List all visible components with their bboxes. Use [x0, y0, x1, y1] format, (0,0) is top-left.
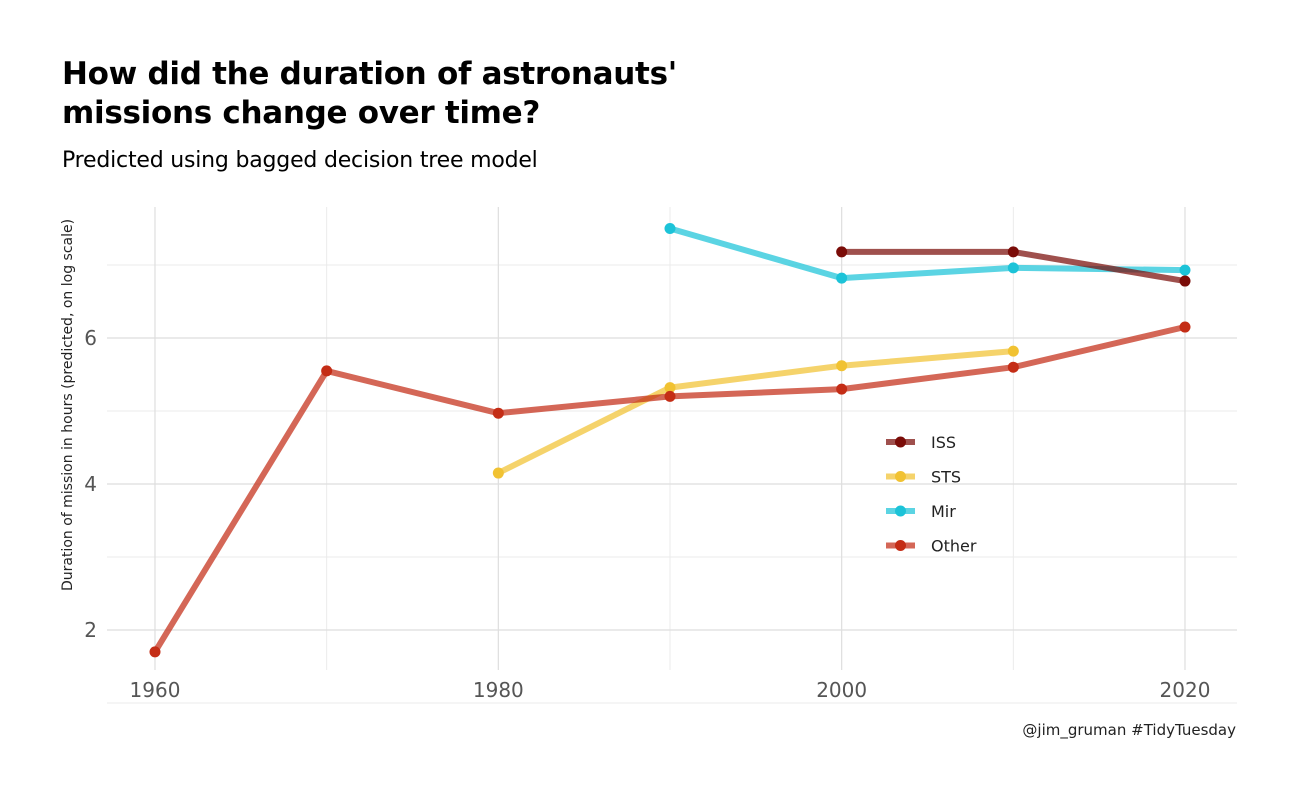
data-point-other: [664, 390, 676, 402]
legend-key-point-iss: [895, 436, 906, 448]
caption: @jim_gruman #TidyTuesday: [1022, 721, 1236, 740]
x-axis-ticks: 1960 1980 2000 2020: [130, 678, 1211, 702]
data-point-mir: [836, 272, 848, 284]
data-point-sts: [664, 382, 676, 394]
legend-key-point-other: [895, 540, 906, 551]
series-line-sts: [496, 348, 1014, 476]
legend-key-point-sts: [895, 471, 906, 482]
y-tick-label: 6: [84, 326, 97, 350]
legend-key-point-mir: [895, 505, 906, 517]
legend: ISS STS Mir Other: [886, 433, 977, 556]
data-point-mir: [664, 223, 676, 234]
y-tick-label: 4: [84, 472, 97, 496]
data-point-other: [149, 646, 161, 658]
x-tick-label: 1980: [473, 678, 524, 702]
data-point-mir: [1179, 264, 1191, 276]
y-tick-label: 2: [84, 618, 97, 642]
data-point-iss: [1179, 275, 1191, 287]
legend-item-iss: ISS: [886, 433, 956, 452]
data-point-mir: [1007, 262, 1019, 274]
data-point-other: [1007, 361, 1019, 373]
data-point-iss: [1007, 246, 1019, 258]
legend-item-sts: STS: [886, 468, 961, 487]
data-point-other: [836, 383, 848, 395]
data-point-other: [321, 365, 333, 377]
chart-subtitle: Predicted using bagged decision tree mod…: [62, 148, 538, 173]
data-point-other: [1179, 321, 1191, 333]
legend-label-sts: STS: [931, 468, 961, 487]
x-tick-label: 1960: [130, 678, 181, 702]
x-tick-label: 2020: [1160, 678, 1211, 702]
legend-item-mir: Mir: [886, 502, 956, 521]
y-axis-title: Duration of mission in hours (predicted,…: [60, 219, 76, 591]
data-point-iss: [836, 246, 848, 258]
data-point-sts: [836, 360, 848, 372]
legend-label-mir: Mir: [931, 502, 956, 521]
data-point-sts: [1007, 345, 1019, 357]
chart-title-line1: How did the duration of astronauts': [62, 56, 677, 92]
chart-title-line2: missions change over time?: [62, 95, 541, 131]
y-axis-ticks: 2 4 6: [84, 326, 97, 642]
series-points: [149, 223, 1191, 658]
legend-item-other: Other: [886, 537, 977, 556]
x-tick-label: 2000: [816, 678, 867, 702]
chart-title: How did the duration of astronauts' miss…: [62, 55, 762, 133]
data-point-other: [492, 407, 504, 419]
legend-label-other: Other: [931, 537, 977, 556]
grid-major: [107, 207, 1237, 670]
data-point-sts: [492, 467, 504, 479]
grid-minor: [107, 207, 1237, 704]
legend-label-iss: ISS: [931, 433, 956, 452]
